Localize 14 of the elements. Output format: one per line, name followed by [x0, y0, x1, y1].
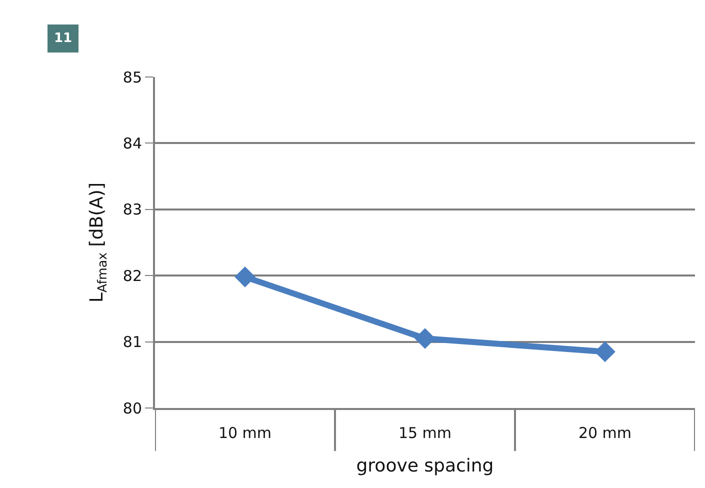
x-tick-label: 20 mm [578, 424, 632, 442]
y-tick-label: 84 [122, 134, 142, 152]
x-tick-label: 10 mm [218, 424, 272, 442]
y-tick-label: 81 [122, 333, 142, 352]
y-tick-label: 83 [122, 200, 142, 219]
point [234, 266, 256, 288]
y-tick-label: 85 [122, 68, 142, 86]
text: 11 [54, 31, 72, 46]
y-tick-label: 80 [122, 399, 142, 418]
x-tick-label: 15 mm [398, 424, 452, 442]
point [414, 328, 436, 349]
y-tick-label: 82 [122, 266, 142, 285]
x-axis-title: groove spacing [356, 456, 494, 477]
point [594, 341, 616, 362]
